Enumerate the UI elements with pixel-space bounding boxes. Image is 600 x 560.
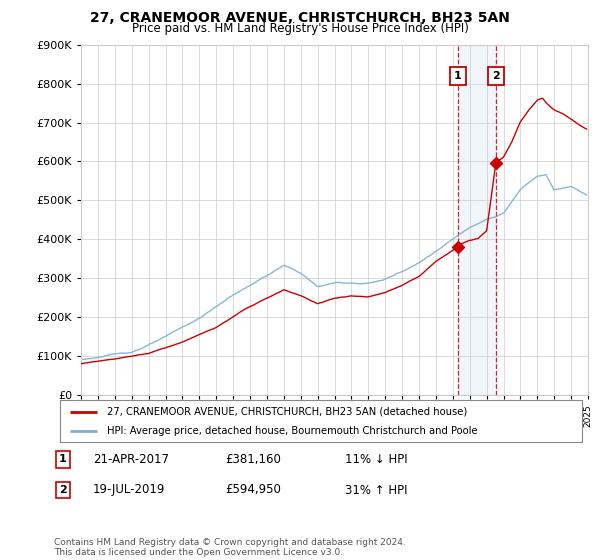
Text: HPI: Average price, detached house, Bournemouth Christchurch and Poole: HPI: Average price, detached house, Bour…	[107, 426, 478, 436]
Text: 19-JUL-2019: 19-JUL-2019	[93, 483, 166, 497]
Bar	[588, 45, 600, 395]
Text: 2: 2	[59, 485, 67, 495]
Text: 21-APR-2017: 21-APR-2017	[93, 452, 169, 466]
Text: 11% ↓ HPI: 11% ↓ HPI	[345, 452, 407, 466]
Text: £381,160: £381,160	[225, 452, 281, 466]
Text: Price paid vs. HM Land Registry's House Price Index (HPI): Price paid vs. HM Land Registry's House …	[131, 22, 469, 35]
Text: Contains HM Land Registry data © Crown copyright and database right 2024.
This d: Contains HM Land Registry data © Crown c…	[54, 538, 406, 557]
Text: 2: 2	[492, 71, 500, 81]
Text: 1: 1	[454, 71, 462, 81]
Text: 1: 1	[59, 454, 67, 464]
Text: 31% ↑ HPI: 31% ↑ HPI	[345, 483, 407, 497]
Text: £594,950: £594,950	[225, 483, 281, 497]
Text: 27, CRANEMOOR AVENUE, CHRISTCHURCH, BH23 5AN (detached house): 27, CRANEMOOR AVENUE, CHRISTCHURCH, BH23…	[107, 407, 467, 417]
Text: 27, CRANEMOOR AVENUE, CHRISTCHURCH, BH23 5AN: 27, CRANEMOOR AVENUE, CHRISTCHURCH, BH23…	[90, 11, 510, 25]
Bar	[458, 45, 496, 395]
